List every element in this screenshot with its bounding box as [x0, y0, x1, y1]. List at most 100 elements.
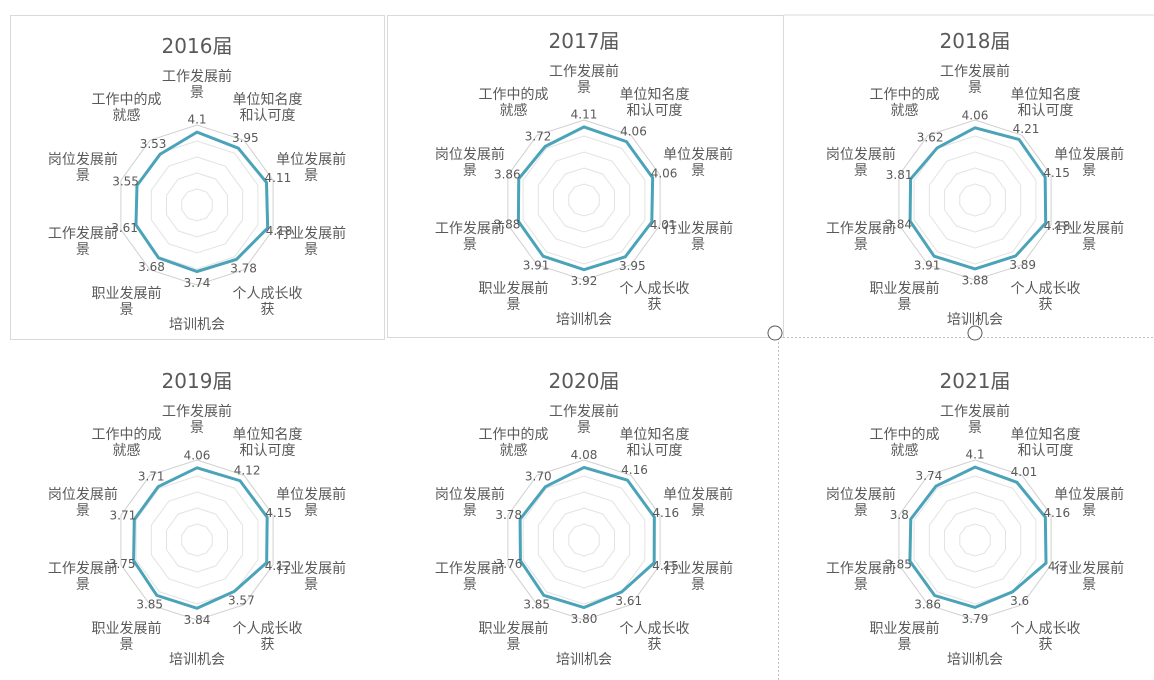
value-label: 3.79 — [962, 612, 989, 626]
chart-title: 2019届 — [161, 369, 233, 393]
value-label: 3.85 — [885, 557, 912, 571]
axis-label: 培训机会 — [947, 652, 1003, 668]
axis-label: 个人成长收获 — [232, 621, 303, 654]
axis-label: 工作中的成就感 — [91, 426, 162, 459]
radar-line — [516, 125, 655, 272]
chart-title: 2020届 — [548, 369, 620, 393]
grid-ring — [120, 124, 274, 286]
value-label: 3.84 — [184, 613, 211, 627]
axis-label: 职业发展前景 — [478, 621, 549, 654]
axis-label: 职业发展前景 — [91, 621, 162, 654]
value-label: 3.71 — [138, 469, 165, 483]
value-label: 4.21 — [1013, 122, 1040, 136]
axis-label: 培训机会 — [556, 312, 612, 328]
value-label: 3.88 — [494, 218, 521, 232]
value-label: 3.80 — [571, 612, 598, 626]
value-label: 3.95 — [619, 259, 646, 273]
value-label: 3.6 — [1010, 594, 1029, 608]
value-label: 3.71 — [110, 508, 137, 522]
axis-label: 个人成长收获 — [619, 621, 690, 654]
axis-label: 职业发展前景 — [91, 286, 162, 319]
grid-ring — [959, 183, 991, 217]
value-label: 3.86 — [494, 168, 521, 182]
axis-label: 工作中的成就感 — [869, 426, 940, 459]
value-label: 3.81 — [886, 168, 913, 182]
axis-label: 单位知名度和认可度 — [619, 426, 690, 459]
value-label: 3.95 — [232, 131, 259, 145]
axis-label: 单位知名度和认可度 — [1010, 426, 1081, 459]
axis-label: 个人成长收获 — [1010, 621, 1081, 654]
axis-label: 工作发展前景 — [162, 404, 232, 436]
grid-ring — [150, 156, 244, 254]
axis-label: 个人成长收获 — [1010, 281, 1081, 314]
axis-label: 单位发展前景 — [663, 486, 734, 519]
axis-label: 单位发展前景 — [1054, 146, 1125, 179]
value-label: 3.78 — [230, 262, 257, 276]
axis-label: 工作发展前景 — [434, 561, 505, 594]
value-label: 3.75 — [109, 557, 136, 571]
axis-label: 行业发展前景 — [1054, 561, 1125, 594]
value-label: 3.78 — [495, 508, 522, 522]
value-label: 3.85 — [136, 598, 163, 612]
value-label: 4.18 — [1044, 219, 1071, 233]
value-label: 4.11 — [571, 107, 598, 121]
grid-ring — [120, 459, 274, 621]
value-label: 3.88 — [962, 273, 989, 287]
grid-ring — [568, 523, 600, 557]
value-label: 4.06 — [620, 124, 647, 138]
axis-label: 培训机会 — [947, 312, 1003, 328]
axis-label: 职业发展前景 — [869, 621, 940, 654]
value-label: 3.84 — [885, 217, 912, 231]
axis-label: 行业发展前景 — [663, 561, 734, 594]
grid-ring — [150, 491, 244, 589]
value-label: 4.12 — [234, 464, 261, 478]
grid-ring — [944, 167, 1006, 233]
grid-ring — [507, 119, 661, 281]
axis-label: 单位知名度和认可度 — [619, 86, 690, 119]
value-label: 4.15 — [1043, 166, 1070, 180]
panel-border — [387, 15, 784, 338]
selection-handle[interactable] — [967, 325, 983, 341]
radar-line — [134, 130, 270, 274]
value-label: 3.62 — [917, 131, 944, 145]
axis-label: 工作中的成就感 — [869, 86, 940, 119]
axis-label: 职业发展前景 — [869, 281, 940, 314]
axis-label: 工作发展前景 — [940, 404, 1010, 436]
axis-label: 单位发展前景 — [276, 486, 347, 519]
value-label: 3.61 — [615, 594, 642, 608]
axis-label: 单位知名度和认可度 — [232, 426, 303, 459]
value-label: 3.86 — [914, 598, 941, 612]
axis-label: 工作发展前景 — [549, 404, 619, 436]
value-label: 3.72 — [525, 129, 552, 143]
grid-ring — [959, 523, 991, 557]
grid-ring — [507, 459, 661, 621]
axis-label: 岗位发展前景 — [825, 146, 896, 179]
selection-handle[interactable] — [767, 325, 783, 341]
value-label: 3.53 — [140, 137, 167, 151]
axis-label: 单位发展前景 — [1054, 486, 1125, 519]
value-label: 4.1 — [187, 113, 206, 127]
value-label: 3.8 — [890, 508, 909, 522]
value-label: 3.89 — [1009, 258, 1036, 272]
axis-label: 职业发展前景 — [478, 281, 549, 314]
value-label: 4.18 — [266, 224, 293, 238]
chart-title: 2018届 — [939, 29, 1011, 53]
grid-ring — [537, 151, 631, 249]
axis-label: 工作发展前景 — [940, 64, 1010, 96]
value-label: 3.55 — [112, 174, 139, 188]
axis-label: 工作中的成就感 — [478, 426, 549, 459]
value-label: 4.01 — [650, 218, 677, 232]
axis-label: 岗位发展前景 — [434, 146, 505, 179]
axis-label: 单位发展前景 — [663, 146, 734, 179]
grid-ring — [553, 167, 615, 233]
axis-label: 工作发展前景 — [162, 69, 232, 101]
grid-ring — [181, 188, 213, 222]
value-label: 4.12 — [265, 559, 292, 573]
grid-ring — [166, 507, 228, 573]
axis-label: 个人成长收获 — [232, 286, 303, 319]
value-label: 3.74 — [184, 276, 211, 290]
axis-label: 行业发展前景 — [663, 221, 734, 254]
value-label: 4.15 — [265, 506, 292, 520]
axis-label: 工作中的成就感 — [478, 86, 549, 119]
